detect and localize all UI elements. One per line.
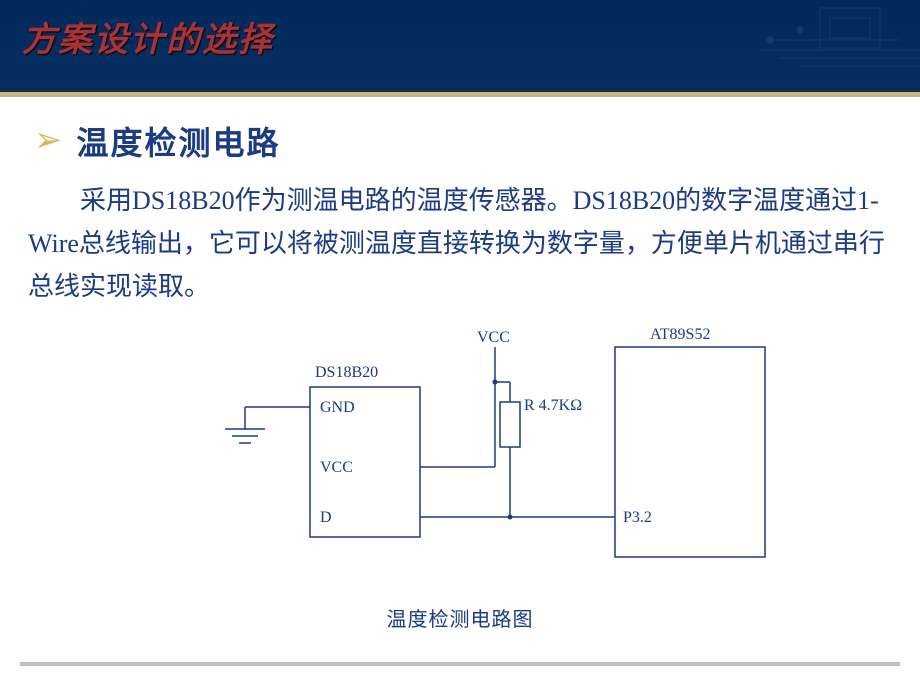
section-paragraph: 采用DS18B20作为测温电路的温度传感器。DS18B20的数字温度通过1-Wi… (28, 180, 892, 309)
svg-text:R 4.7KΩ: R 4.7KΩ (524, 397, 582, 414)
svg-text:AT89S52: AT89S52 (650, 326, 710, 343)
svg-text:GND: GND (320, 399, 355, 416)
svg-text:D: D (320, 509, 332, 526)
svg-text:DS18B20: DS18B20 (315, 364, 378, 381)
slide-content: ➢ 温度检测电路 采用DS18B20作为测温电路的温度传感器。DS18B20的数… (0, 100, 920, 632)
svg-text:VCC: VCC (477, 329, 510, 346)
circuit-diagram: DS18B20 GND VCC D AT89S52 P3.2 VCC R 4.7KΩ 温度检测… (140, 317, 780, 632)
svg-text:P3.2: P3.2 (623, 509, 652, 526)
circuit-svg: DS18B20 GND VCC D AT89S52 P3.2 VCC R 4.7KΩ (140, 317, 780, 592)
diagram-caption: 温度检测电路图 (140, 603, 780, 632)
header-decor (620, 0, 920, 92)
section-heading: ➢ 温度检测电路 (34, 118, 892, 164)
header-underline-grey (0, 95, 920, 97)
section-heading-text: 温度检测电路 (77, 118, 281, 164)
svg-text:VCC: VCC (320, 459, 353, 476)
slide-title: 方案设计的选择 (22, 12, 274, 61)
slide-header: 方案设计的选择 (0, 0, 920, 92)
footer-divider (20, 662, 900, 666)
bullet-arrow-icon: ➢ (34, 124, 63, 158)
